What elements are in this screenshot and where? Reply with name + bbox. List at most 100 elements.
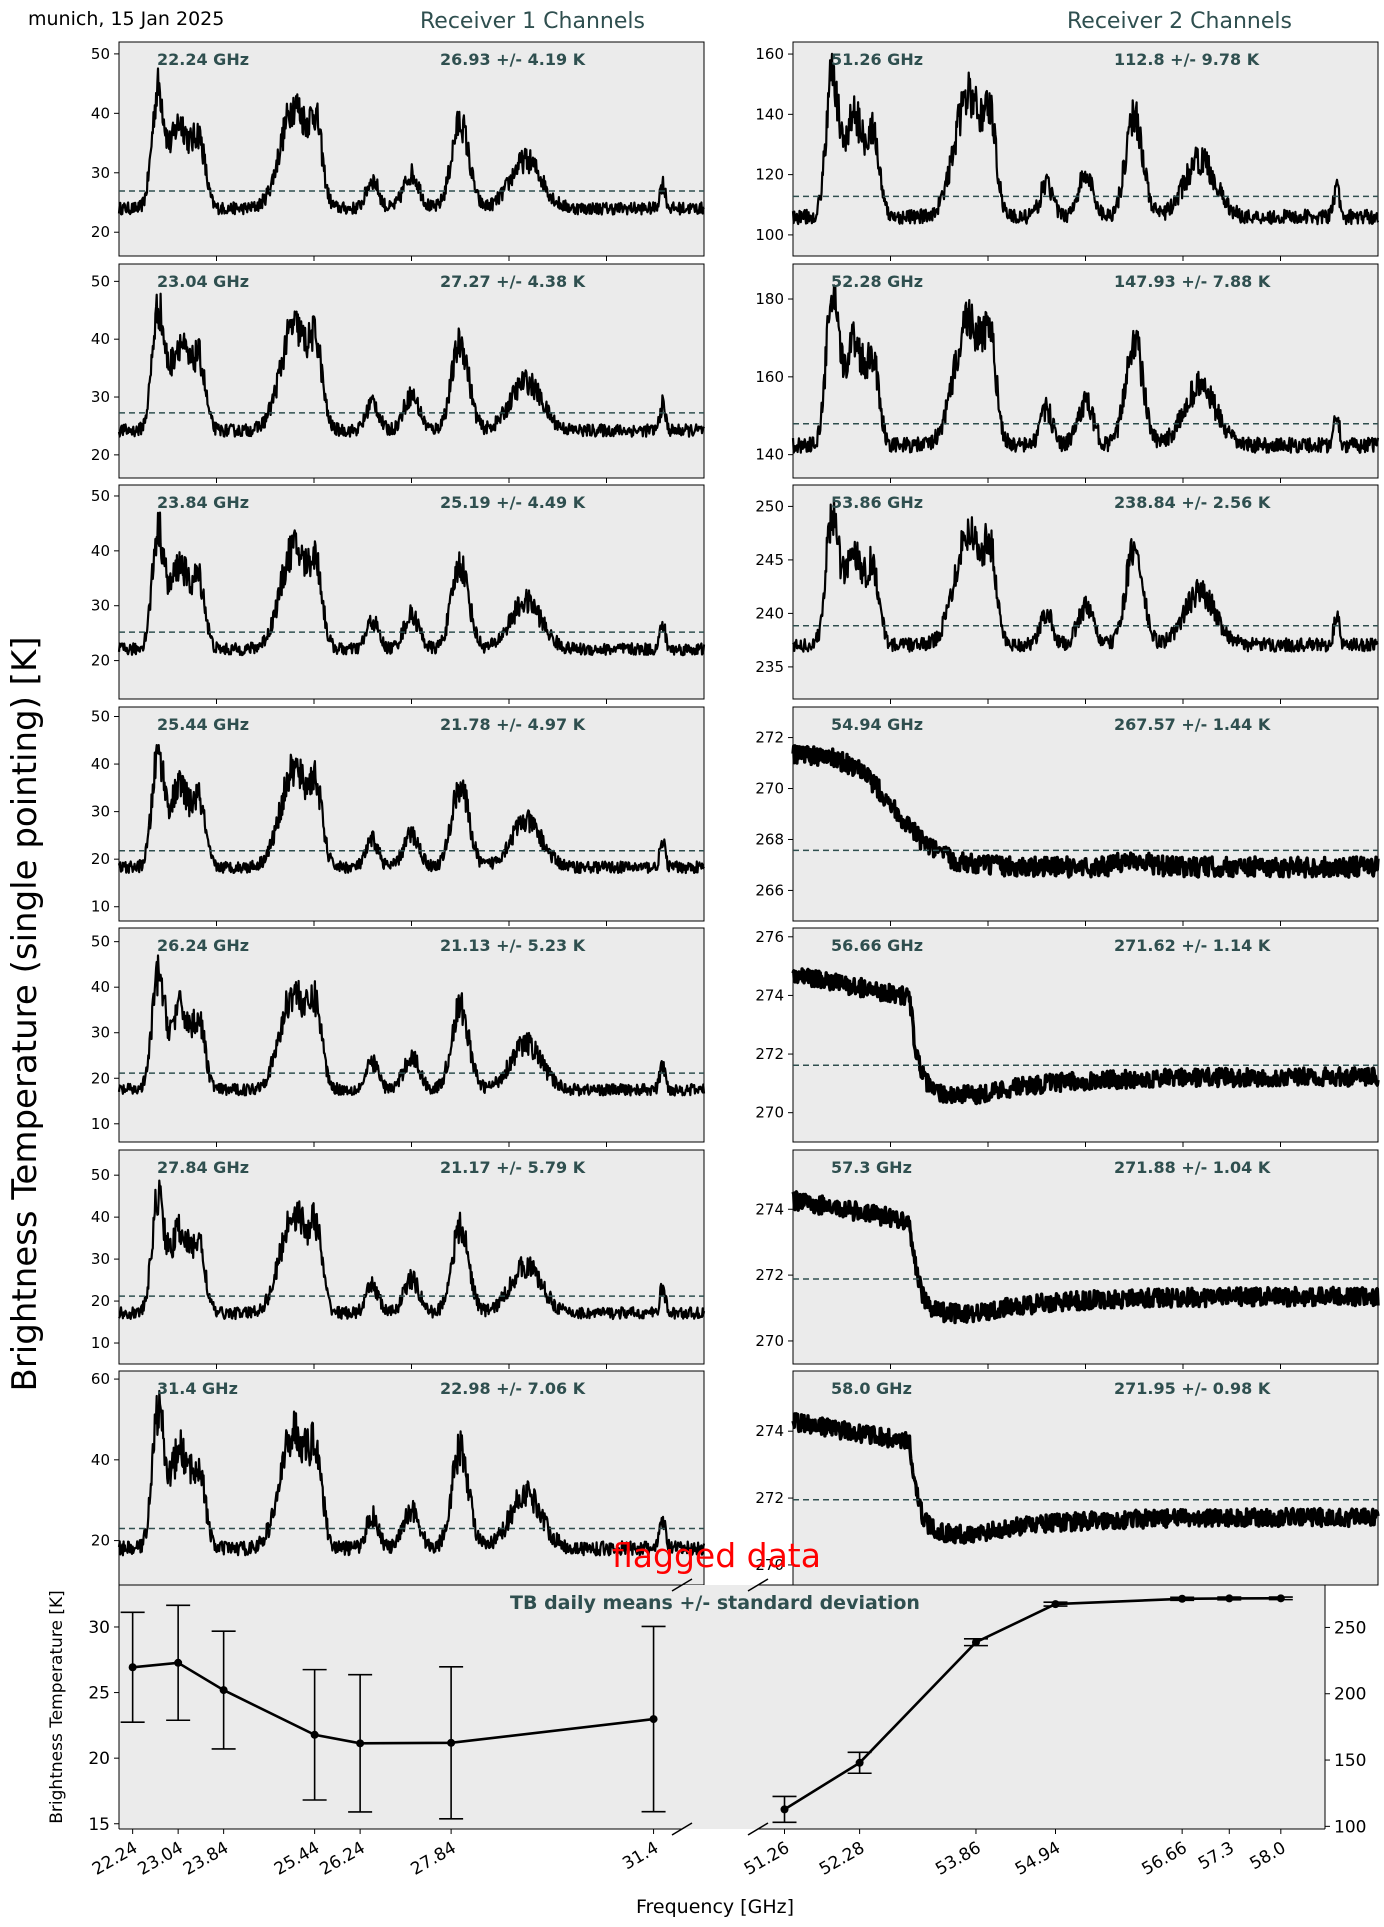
y-tick-label: 40 bbox=[91, 755, 110, 773]
panel-frame bbox=[118, 706, 705, 922]
channel-panel: 10 20 30 40 50 26.24 GHz 21.13 +/- 5.23 K bbox=[91, 927, 706, 1147]
frequency-label: 57.3 GHz bbox=[831, 1158, 912, 1177]
y-tick-label: 245 bbox=[755, 551, 784, 569]
summary-x-tick-label: 57.3 bbox=[1195, 1838, 1238, 1874]
y-tick-label: 10 bbox=[91, 1334, 110, 1352]
y-tick-label: 20 bbox=[91, 652, 110, 670]
y-tick-label: 20 bbox=[91, 446, 110, 464]
y-tick-label: 274 bbox=[755, 1200, 784, 1218]
panel-frame bbox=[792, 1149, 1379, 1365]
signal-line bbox=[117, 511, 706, 657]
stat-label: 21.17 +/- 5.79 K bbox=[440, 1158, 586, 1177]
y-tick-label: 40 bbox=[91, 978, 110, 996]
location-date-title: munich, 15 Jan 2025 bbox=[28, 8, 225, 30]
summary-background bbox=[119, 1585, 1325, 1829]
y-tick-label: 180 bbox=[755, 290, 784, 308]
channel-panel: 20 30 40 50 22.24 GHz 26.93 +/- 4.19 K bbox=[91, 41, 705, 261]
summary-x-tick-label: 51.26 bbox=[741, 1838, 793, 1880]
y-tick-label: 50 bbox=[91, 1166, 110, 1184]
summary-x-tick-label: 53.86 bbox=[932, 1838, 984, 1880]
summary-y-axis-label: Brightness Temperature [K] bbox=[47, 1590, 67, 1823]
frequency-label: 23.04 GHz bbox=[157, 272, 249, 291]
frequency-label: 31.4 GHz bbox=[157, 1379, 238, 1398]
panel-frame bbox=[792, 41, 1379, 257]
receiver1-mean-point bbox=[128, 1663, 137, 1672]
stat-label: 25.19 +/- 4.49 K bbox=[440, 493, 586, 512]
frequency-label: 52.28 GHz bbox=[831, 272, 923, 291]
y-tick-label: 250 bbox=[755, 497, 784, 515]
y-tick-label: 20 bbox=[91, 1069, 110, 1087]
signal-line bbox=[118, 1179, 706, 1321]
panel-frame bbox=[792, 927, 1379, 1143]
y-tick-label: 10 bbox=[91, 898, 110, 916]
receiver2-mean-point bbox=[1276, 1594, 1285, 1603]
y-tick-label: 270 bbox=[755, 1332, 784, 1350]
panel-frame bbox=[792, 706, 1379, 922]
signal-line bbox=[791, 52, 1380, 226]
y-tick-label: 30 bbox=[91, 164, 110, 182]
receiver1-mean-point bbox=[310, 1730, 319, 1739]
summary-x-tick-label: 22.24 bbox=[89, 1838, 141, 1880]
channel-panel: 20 30 40 50 23.04 GHz 27.27 +/- 4.38 K bbox=[91, 263, 706, 483]
receiver1-mean-point bbox=[219, 1686, 228, 1695]
channel-panel: 140 160 180 52.28 GHz 147.93 +/- 7.88 K bbox=[755, 263, 1380, 483]
signal-line bbox=[117, 67, 705, 216]
stat-label: 147.93 +/- 7.88 K bbox=[1114, 272, 1271, 291]
y-tick-label: 272 bbox=[755, 1045, 784, 1063]
frequency-label: 23.84 GHz bbox=[157, 493, 249, 512]
receiver2-mean-point bbox=[780, 1805, 789, 1814]
global-y-axis-label: Brightness Temperature (single pointing)… bbox=[5, 636, 45, 1391]
receiver1-mean-point bbox=[447, 1738, 456, 1747]
y-tick-label: 160 bbox=[755, 45, 784, 63]
axis-break-mark bbox=[747, 1578, 769, 1592]
summary-left-y-tick-label: 25 bbox=[88, 1684, 110, 1704]
receiver2-mean-point bbox=[1178, 1594, 1187, 1603]
channel-panel: 20 30 40 50 23.84 GHz 25.19 +/- 4.49 K bbox=[91, 484, 706, 704]
y-tick-label: 10 bbox=[91, 1115, 110, 1133]
receiver2-mean-point bbox=[971, 1638, 980, 1647]
signal-line bbox=[792, 496, 1379, 653]
y-tick-label: 40 bbox=[91, 542, 110, 560]
y-tick-label: 30 bbox=[91, 597, 110, 615]
y-tick-label: 272 bbox=[755, 1489, 784, 1507]
panel-frame bbox=[118, 1149, 705, 1365]
signal-line bbox=[117, 292, 706, 438]
stat-label: 21.13 +/- 5.23 K bbox=[440, 936, 586, 955]
receiver2-mean-point bbox=[1225, 1594, 1234, 1603]
summary-title: TB daily means +/- standard deviation bbox=[510, 1592, 920, 1614]
y-tick-label: 20 bbox=[91, 223, 110, 241]
channel-panel: 270 272 274 58.0 GHz 271.95 +/- 0.98 K bbox=[755, 1370, 1380, 1590]
flagged-data-label: flagged data bbox=[612, 1536, 821, 1575]
y-tick-label: 50 bbox=[91, 708, 110, 726]
summary-x-tick-label: 52.28 bbox=[816, 1838, 868, 1880]
channel-panel: 266 268 270 272 54.94 GHz 267.57 +/- 1.44 K bbox=[755, 706, 1380, 926]
summary-x-tick-label: 25.44 bbox=[271, 1838, 323, 1880]
summary-right-y-tick-label: 200 bbox=[1334, 1685, 1366, 1705]
y-tick-label: 50 bbox=[91, 45, 110, 63]
y-tick-label: 268 bbox=[755, 830, 784, 848]
receiver1-title: Receiver 1 Channels bbox=[420, 9, 645, 34]
summary-left-y-tick-label: 15 bbox=[88, 1815, 110, 1835]
stat-label: 267.57 +/- 1.44 K bbox=[1114, 715, 1271, 734]
summary-x-tick-label: 23.04 bbox=[134, 1838, 186, 1880]
summary-x-tick-label: 58.0 bbox=[1247, 1838, 1290, 1874]
signal-line bbox=[791, 1412, 1380, 1545]
signal-line bbox=[117, 1389, 706, 1557]
y-tick-label: 20 bbox=[91, 850, 110, 868]
signal-line bbox=[117, 743, 705, 875]
y-tick-label: 30 bbox=[91, 803, 110, 821]
frequency-label: 25.44 GHz bbox=[157, 715, 249, 734]
channel-panel: 20 40 60 31.4 GHz 22.98 +/- 7.06 K bbox=[91, 1370, 706, 1590]
signal-line bbox=[791, 284, 1380, 454]
frequency-label: 56.66 GHz bbox=[831, 936, 923, 955]
y-tick-label: 276 bbox=[755, 928, 784, 946]
stat-label: 26.93 +/- 4.19 K bbox=[440, 50, 586, 69]
panel-frame bbox=[118, 41, 705, 257]
y-tick-label: 270 bbox=[755, 1104, 784, 1122]
summary-x-tick-label: 31.4 bbox=[619, 1838, 662, 1874]
stat-label: 271.62 +/- 1.14 K bbox=[1114, 936, 1271, 955]
summary-x-tick-label: 54.94 bbox=[1012, 1838, 1064, 1880]
channel-panel: 235 240 245 250 53.86 GHz 238.84 +/- 2.56 K bbox=[755, 484, 1379, 704]
summary-x-axis-label: Frequency [GHz] bbox=[636, 1896, 794, 1918]
